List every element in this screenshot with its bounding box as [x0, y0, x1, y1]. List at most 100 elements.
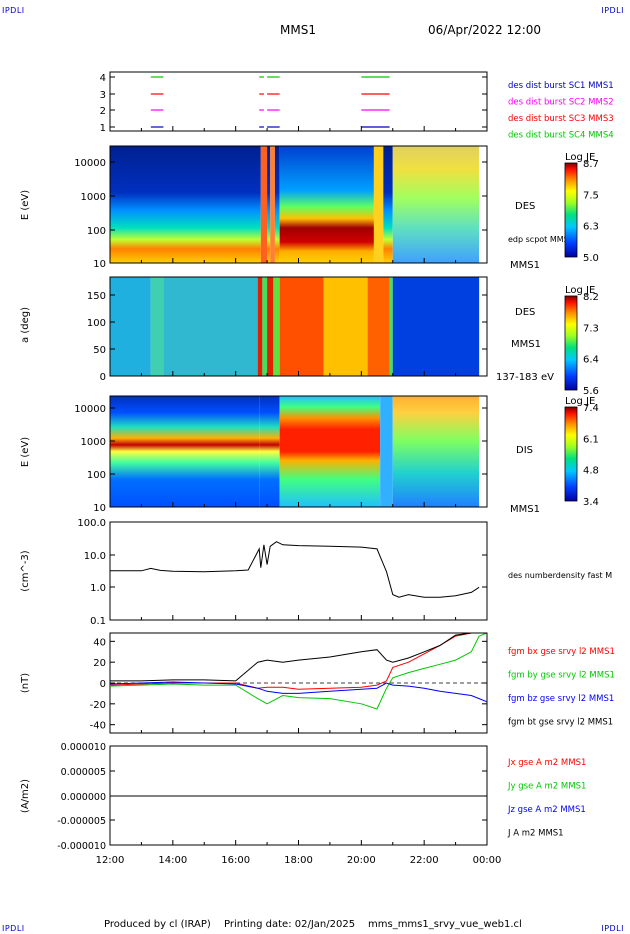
- des-pitch-ytick-label: 0: [100, 372, 106, 383]
- bfield-ylabel: (nT): [20, 673, 31, 693]
- current-ytick-label: -0.000010: [57, 841, 106, 852]
- bfield-legend-entry: fgm bt gse srvy l2 MMS1: [508, 718, 613, 728]
- des-pitch-spectrum-band: [262, 277, 268, 376]
- current-legend-entry: Jx gse A m2 MMS1: [507, 758, 586, 768]
- time-axis-tick-label: 18:00: [284, 855, 313, 866]
- dis-energy-spectrum-band: [380, 396, 393, 507]
- des-pitch-colorbar-tick: 7.3: [583, 323, 599, 334]
- des-energy-spectrum-band: [274, 146, 280, 263]
- des-pitch-colorbar: [564, 295, 578, 391]
- dis-energy-ytick-label: 10000: [74, 404, 106, 415]
- des-energy-colorbar-tick: 6.3: [583, 222, 599, 233]
- footer-producer: Produced by cl (IRAP): [104, 919, 211, 930]
- footer-print-date: Printing date: 02/Jan/2025: [224, 919, 356, 930]
- des-pitch-colorbar-tick: 8.2: [583, 292, 599, 303]
- bfield-legend-entry: fgm by gse srvy l2 MMS1: [508, 671, 615, 681]
- current-ytick-label: 0.000000: [61, 792, 106, 803]
- timeline-legend-entry: des dist burst SC1 MMS1: [508, 81, 614, 91]
- des-pitch-colorbar-title: Log JE: [565, 285, 595, 296]
- des-energy-ylabel: E (eV): [20, 190, 31, 220]
- dis-energy-colorbar-title: Log JE: [565, 396, 595, 407]
- magnetic-field-panel: -40 -20 0 20 40 (nT) fgm bx gse srvy l2 MMS1 fg…: [20, 632, 615, 734]
- corner-label-top-right: IPDLI: [601, 6, 624, 15]
- des-energy-colorbar: [564, 162, 578, 258]
- timeline-frame: [109, 71, 488, 132]
- des-pitch-ytick-label: 100: [87, 318, 106, 329]
- bfield-ytick-label: 20: [93, 658, 106, 669]
- density-ytick-label: 1.0: [90, 583, 106, 594]
- des-energy-ytick-label: 10000: [74, 158, 106, 169]
- dis-energy-colorbar-tick: 7.4: [583, 403, 599, 414]
- des-energy-spectrum-band: [267, 146, 271, 263]
- des-energy-ytick-label: 1000: [81, 192, 106, 203]
- time-axis-tick-label: 14:00: [158, 855, 187, 866]
- bfield-ytick-label: 0: [100, 679, 106, 690]
- dis-energy-ytick-label: 10: [93, 503, 106, 514]
- des-pitch-ylabel: a (deg): [20, 307, 31, 343]
- time-axis-tick-label: 16:00: [221, 855, 250, 866]
- bfield-ytick-label: -40: [90, 721, 106, 732]
- des-pitch-colorbar-tick: 6.4: [583, 355, 599, 366]
- density-panel: 0.1 1.0 10.0 100.0 (cm^-3) des numberdensity …: [20, 518, 612, 627]
- current-legend-entry: J A m2 MMS1: [507, 829, 564, 839]
- dis-energy-ytick-label: 100: [87, 470, 106, 481]
- dis-energy-colorbar-tick: 6.1: [583, 434, 599, 445]
- des-energy-spectrum-band: [373, 146, 384, 263]
- des-pitch-spectrum-band: [392, 277, 480, 376]
- dis-energy-spectrum-band: [279, 396, 381, 507]
- des-pitch-spectrum-band: [110, 277, 151, 376]
- des-pitch-colorbar-tick: 5.6: [583, 386, 599, 397]
- time-axis-tick-label: 20:00: [347, 855, 376, 866]
- des-pitch-spectrum-band: [389, 277, 393, 376]
- density-series-line: [110, 541, 480, 598]
- bfield-ytick-label: 40: [93, 637, 106, 648]
- des-pitch-ytick-label: 150: [87, 291, 106, 302]
- des-energy-colorbar-tick: 7.5: [583, 190, 599, 201]
- bfield-series-line: [109, 632, 488, 710]
- des-energy-spectrum-band: [270, 146, 275, 263]
- density-ytick-label: 0.1: [90, 616, 106, 627]
- corner-label-top-left: IPDLI: [2, 6, 25, 15]
- current-legend-entry: Jy gse A m2 MMS1: [507, 782, 586, 792]
- des-pitch-ytick-label: 50: [93, 345, 106, 356]
- des-pitch-energy-range: 137-183 eV: [496, 372, 554, 383]
- des-energy-ytick-label: 100: [87, 226, 106, 237]
- timeline-legend-entry: des dist burst SC3 MMS3: [508, 114, 614, 124]
- dis-energy-spectrum-band: [259, 396, 280, 507]
- spacecraft-title: MMS1: [280, 23, 316, 37]
- current-ytick-label: 0.000010: [61, 742, 106, 753]
- des-energy-ytick-label: 10: [93, 259, 106, 270]
- des-pitch-spacecraft-label: MMS1: [511, 339, 541, 350]
- des-energy-colorbar-tick: 5.0: [583, 253, 599, 264]
- current-ytick-label: 0.000005: [61, 767, 106, 778]
- current-ytick-label: -0.000005: [57, 816, 106, 827]
- timeline-ytick-label: 1: [100, 123, 106, 134]
- des-energy-spacecraft-label: MMS1: [510, 260, 540, 271]
- dis-energy-spacecraft-label: MMS1: [510, 504, 540, 515]
- time-axis-tick-label: 12:00: [96, 855, 125, 866]
- dis-energy-colorbar: [564, 406, 578, 502]
- des-pitch-spectrum-band: [279, 277, 324, 376]
- dis-energy-ytick-label: 1000: [81, 437, 106, 448]
- dis-energy-spectrum-band: [392, 396, 480, 507]
- des-pitch-spectrum-band: [323, 277, 368, 376]
- des-energy-scpot-label: edp scpot MMS1: [508, 235, 574, 244]
- date-time-title: 06/Apr/2022 12:00: [428, 23, 542, 37]
- bfield-series-line: [109, 681, 488, 703]
- des-energy-instrument-label: DES: [515, 201, 535, 212]
- footer-file: mms_mms1_srvy_vue_web1.cl: [368, 919, 522, 930]
- des-pitch-spectrum-band: [267, 277, 274, 376]
- density-ytick-label: 100.0: [77, 518, 106, 529]
- dis-energy-panel: 10 100 1000 10000 E (eV) DIS MMS1 Log JE 3.4 4.8 6…: [20, 395, 599, 515]
- des-pitch-spectrum-band: [273, 277, 280, 376]
- des-pitch-spectrum-band: [257, 277, 263, 376]
- timeline-ytick-label: 4: [100, 73, 106, 84]
- density-legend-entry: des numberdensity fast M: [508, 571, 612, 580]
- des-energy-colorbar-title: Log JE: [565, 152, 595, 163]
- time-axis-tick-label: 22:00: [410, 855, 439, 866]
- current-ylabel: (A/m2): [20, 779, 31, 813]
- bfield-ytick-label: -20: [90, 700, 106, 711]
- des-energy-spectrum-band: [279, 146, 374, 263]
- dis-energy-ylabel: E (eV): [20, 437, 31, 467]
